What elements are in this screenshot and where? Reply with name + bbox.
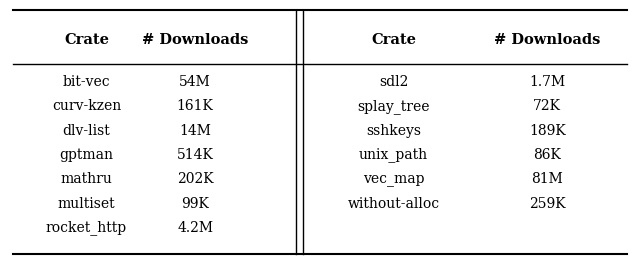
Text: bit-vec: bit-vec [63, 75, 110, 89]
Text: 259K: 259K [529, 197, 566, 211]
Text: unix_path: unix_path [359, 148, 428, 162]
Text: # Downloads: # Downloads [494, 33, 600, 48]
Text: 161K: 161K [177, 99, 214, 114]
Text: 81M: 81M [531, 172, 563, 186]
Text: sdl2: sdl2 [379, 75, 408, 89]
Text: gptman: gptman [60, 148, 113, 162]
Text: sshkeys: sshkeys [366, 124, 421, 138]
Text: 189K: 189K [529, 124, 566, 138]
Text: 514K: 514K [177, 148, 214, 162]
Text: without-alloc: without-alloc [348, 197, 440, 211]
Text: dlv-list: dlv-list [63, 124, 110, 138]
Text: 86K: 86K [533, 148, 561, 162]
Text: Crate: Crate [371, 33, 416, 48]
Text: # Downloads: # Downloads [142, 33, 248, 48]
Text: Crate: Crate [64, 33, 109, 48]
Text: multiset: multiset [58, 197, 115, 211]
Text: curv-kzen: curv-kzen [52, 99, 121, 114]
Text: mathru: mathru [60, 172, 113, 186]
Text: 54M: 54M [179, 75, 211, 89]
Text: 14M: 14M [179, 124, 211, 138]
Text: 1.7M: 1.7M [529, 75, 565, 89]
Text: 72K: 72K [533, 99, 561, 114]
Text: 4.2M: 4.2M [177, 221, 213, 235]
Text: splay_tree: splay_tree [357, 99, 430, 114]
Text: 99K: 99K [181, 197, 209, 211]
Text: 202K: 202K [177, 172, 214, 186]
Text: rocket_http: rocket_http [46, 221, 127, 235]
Text: vec_map: vec_map [363, 172, 424, 186]
